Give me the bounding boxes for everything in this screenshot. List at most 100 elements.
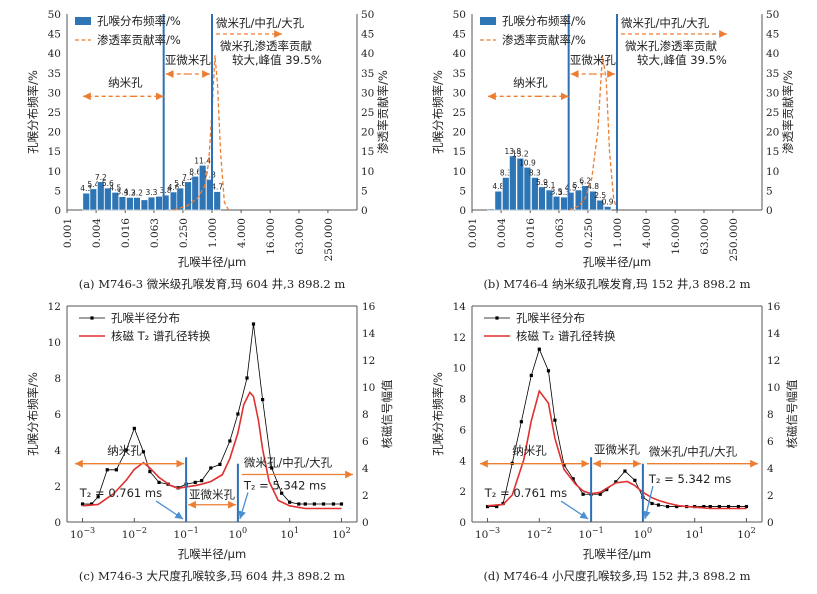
bar-data-label: 13.2 <box>512 149 529 158</box>
y-tick-left: 2 <box>459 486 466 498</box>
x-tick-label: 0.001 <box>62 218 74 248</box>
y-tick-left: 12 <box>48 301 61 313</box>
y-tick-right: 14 <box>767 328 781 340</box>
y-tick-right: 6 <box>767 436 774 448</box>
nmr-t2-curve <box>487 389 747 510</box>
pore-distribution-point <box>519 420 523 424</box>
x-tick-label: 250.000 <box>728 218 740 261</box>
pore-distribution-point <box>209 466 213 470</box>
pore-distribution-point <box>605 488 609 492</box>
y-tick-right: 45 <box>361 29 374 41</box>
region-label-nano: 纳米孔 <box>108 75 143 89</box>
permeability-line <box>173 55 230 211</box>
legend-label: 核磁 T₂ 谱孔径转换 <box>516 329 616 343</box>
region-label-nano: 纳米孔 <box>512 444 547 458</box>
y-tick-left: 0 <box>459 517 466 529</box>
bar-data-label: 0.9 <box>602 197 614 206</box>
pore-distribution-point <box>744 504 749 509</box>
x-tick-label: 1.000 <box>207 218 219 248</box>
bar-data-label: 5.9 <box>536 178 548 187</box>
region-label-nano: 纳米孔 <box>107 444 142 458</box>
y-tick-right: 35 <box>361 68 374 80</box>
bar <box>487 208 495 211</box>
y-axis-label-left: 孔喉分布频率/% <box>431 372 445 456</box>
legend-label: 渗透率贡献率/% <box>502 33 586 47</box>
pore-distribution-point <box>571 477 575 481</box>
y-tick-left: 30 <box>48 87 61 99</box>
y-tick-right: 2 <box>362 490 369 502</box>
pore-distribution-point <box>218 462 222 466</box>
pore-distribution-point <box>598 492 602 496</box>
y-axis-label-left: 孔喉分布频率/% <box>431 70 445 154</box>
y-tick-right: 4 <box>362 463 369 475</box>
bar <box>538 186 546 211</box>
y-tick-right: 5 <box>361 185 368 197</box>
y-tick-left: 4 <box>459 455 466 467</box>
y-tick-right: 12 <box>767 355 780 367</box>
region-label-micro: 微米孔/中孔/大孔 <box>216 16 305 30</box>
x-tick-label: 0.250 <box>583 218 595 248</box>
panel-caption: (d) M746-4 小尺度孔喉较多,玛 152 井,3 898.2 m <box>483 569 750 583</box>
permeability-line <box>568 55 618 211</box>
x-tick-label: 102 <box>737 526 755 541</box>
y-tick-right: 0 <box>767 517 774 529</box>
y-tick-right: 30 <box>766 87 779 99</box>
pore-distribution-point <box>280 491 284 495</box>
y-tick-right: 35 <box>766 68 779 80</box>
x-axis-label: 孔喉半径/μm <box>583 547 651 561</box>
y-tick-left: 2 <box>54 481 61 493</box>
bar-data-label: 3.3 <box>558 188 570 197</box>
y-tick-left: 6 <box>459 424 466 436</box>
pore-distribution-point <box>245 376 249 380</box>
pore-distribution-point <box>297 502 301 506</box>
pore-distribution-point <box>261 398 265 402</box>
bar <box>133 197 141 211</box>
bar <box>191 175 199 211</box>
region-label-micro: 微米孔/中孔/大孔 <box>649 445 738 459</box>
t2-label: T₂ = 5.342 ms <box>648 472 731 486</box>
pore-distribution-point <box>236 412 240 416</box>
y-tick-left: 12 <box>453 332 466 344</box>
bar-data-label: 8.3 <box>500 168 512 177</box>
bar-data-label: 10.9 <box>519 158 536 167</box>
bar-data-label: 3.3 <box>146 188 158 197</box>
legend-label: 核磁 T₂ 谱孔径转换 <box>111 329 211 343</box>
x-tick-label: 100 <box>634 526 652 541</box>
region-label-sub-micron: 亚微米孔 <box>594 443 640 457</box>
y-tick-right: 10 <box>362 382 375 394</box>
bar <box>147 196 156 211</box>
legend-swatch-bar <box>480 17 496 25</box>
y-tick-left: 30 <box>453 87 466 99</box>
bar-data-label: 4.3 <box>80 184 92 193</box>
pore-distribution-point <box>270 466 274 470</box>
x-tick-label: 10−3 <box>475 526 500 541</box>
bar <box>213 191 221 211</box>
bar <box>603 206 612 211</box>
bar-data-label: 5.4 <box>87 180 99 189</box>
bar <box>82 192 90 211</box>
bar-data-label: 7.2 <box>182 173 194 182</box>
y-tick-right: 40 <box>361 48 374 60</box>
pore-distribution-point <box>675 504 679 509</box>
x-tick-exponent: 2 <box>346 526 351 535</box>
y-tick-left: 4 <box>54 445 61 457</box>
region-label-sub-micron: 亚微米孔 <box>189 488 235 502</box>
legend-label: 孔喉分布频率/% <box>97 14 181 28</box>
bar <box>494 190 502 211</box>
y-tick-left: 6 <box>54 409 61 421</box>
pore-distribution-point <box>546 369 551 373</box>
pore-distribution-point <box>581 492 585 496</box>
nmr-t2-curve <box>82 390 342 510</box>
x-tick-label: 0.016 <box>120 218 132 248</box>
bar <box>118 196 127 211</box>
y-tick-right: 10 <box>766 166 779 178</box>
y-tick-left: 45 <box>48 29 61 41</box>
x-tick-label: 16.000 <box>670 218 682 255</box>
legend-swatch-marker <box>90 316 94 320</box>
x-tick-label: 0.004 <box>496 218 508 248</box>
pore-distribution-point <box>132 426 136 430</box>
region-label-micro: 微米孔/中孔/大孔 <box>244 455 333 469</box>
bar-data-label: 3.5 <box>551 187 563 196</box>
